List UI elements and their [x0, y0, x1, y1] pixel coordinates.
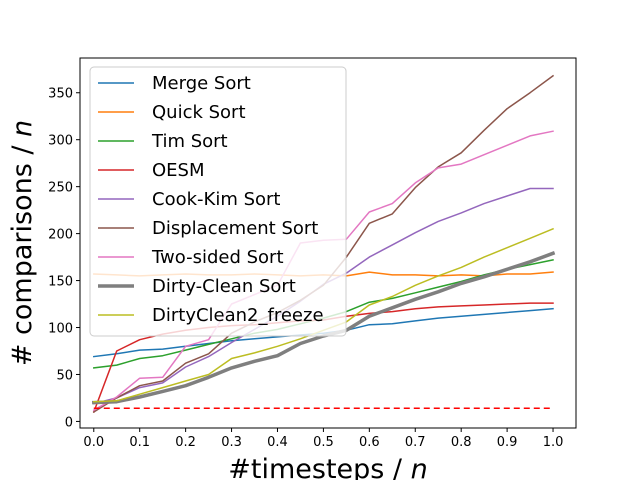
y-tick-label: 150 [48, 275, 73, 290]
x-axis-label: #timesteps / n [228, 454, 427, 480]
x-tick-label: 0.8 [451, 435, 472, 450]
x-tick-label: 0.4 [267, 435, 288, 450]
legend-label: Dirty-Clean Sort [152, 276, 296, 297]
y-tick-label: 100 [48, 322, 73, 337]
y-tick-label: 50 [56, 368, 73, 383]
x-axis-label-var: n [411, 454, 428, 480]
legend-label: Two-sided Sort [151, 247, 284, 268]
x-tick-label: 0.7 [405, 435, 426, 450]
x-tick-label: 0.3 [221, 435, 242, 450]
y-tick-label: 0 [65, 415, 73, 430]
x-tick-label: 0.5 [313, 435, 334, 450]
y-tick-label: 250 [48, 181, 73, 196]
legend-label: Merge Sort [152, 73, 251, 94]
x-tick-label: 0.0 [83, 435, 104, 450]
x-axis-label-main: #timesteps / [228, 454, 410, 480]
y-tick-label: 200 [48, 228, 73, 243]
x-tick-label: 0.1 [129, 435, 150, 450]
legend-label: OESM [152, 160, 205, 181]
legend-label: Tim Sort [151, 131, 228, 152]
legend-label: Cook-Kim Sort [152, 189, 280, 210]
legend-box [89, 66, 347, 337]
y-axis-label-var: n [7, 120, 38, 137]
y-tick-label: 350 [48, 87, 73, 102]
legend: Merge Sort Quick Sort Tim Sort OESM Cook-Kim… [89, 66, 347, 337]
x-tick-label: 1.0 [543, 435, 564, 450]
legend-label: Displacement Sort [152, 218, 318, 239]
axes-frame [79, 57, 577, 429]
legend-label: DirtyClean2_freeze [152, 305, 324, 326]
y-axis-label: # comparisons / n [7, 120, 38, 366]
x-tick-label: 0.6 [359, 435, 380, 450]
x-tick-label: 0.2 [175, 435, 196, 450]
y-axis-ticks: 0 50 100 150 200 250 300 350 [48, 87, 80, 430]
x-axis-ticks: 0.0 0.1 0.2 0.3 0.4 0.5 0.6 0.7 0.8 0.9 1.0 [83, 428, 563, 450]
y-tick-label: 300 [48, 134, 73, 149]
legend-label: Quick Sort [152, 102, 246, 123]
y-axis-label-main: # comparisons / [7, 137, 38, 366]
x-tick-label: 0.9 [497, 435, 518, 450]
